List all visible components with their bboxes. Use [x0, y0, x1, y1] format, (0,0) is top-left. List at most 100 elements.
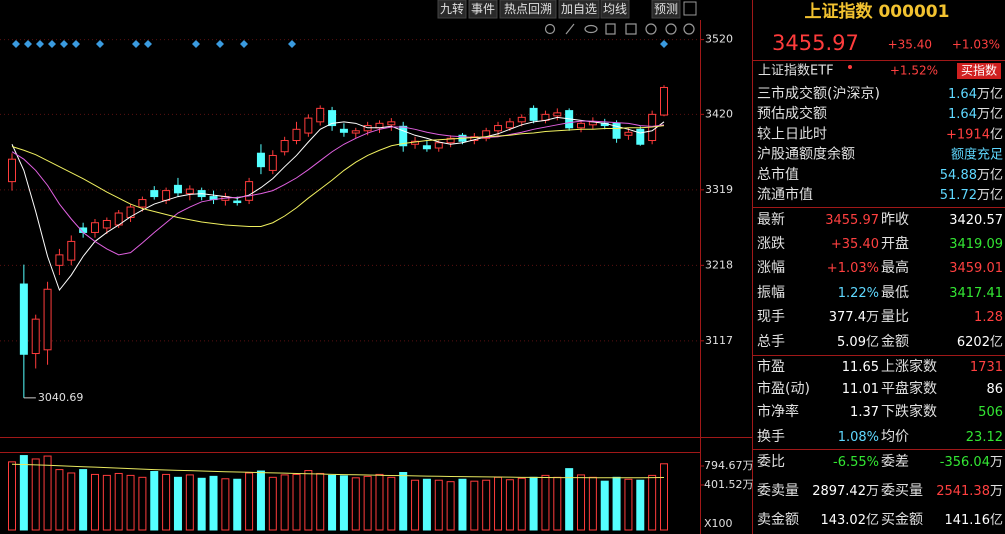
- zoom-out-icon[interactable]: [683, 23, 695, 35]
- value: 11.65: [842, 360, 879, 375]
- value: +1914亿: [946, 127, 1003, 142]
- toolbar-button[interactable]: [651, 0, 681, 19]
- layout-icon[interactable]: [625, 23, 637, 35]
- value-number: 1.37: [850, 405, 879, 420]
- volume-bar: [482, 479, 491, 531]
- volume-bar: [565, 468, 574, 531]
- y-tick-label: 3420: [705, 107, 733, 120]
- value: 377.4万: [829, 310, 879, 325]
- settings-icon[interactable]: [544, 23, 556, 35]
- candle-body: [399, 125, 408, 147]
- value: 51.72万亿: [940, 188, 1003, 203]
- volume-bar: [268, 476, 277, 531]
- candle-body: [387, 121, 396, 126]
- volume-bar: [209, 475, 218, 531]
- toolbar-button[interactable]: [468, 0, 498, 19]
- draw-icon[interactable]: [565, 23, 575, 35]
- candle-body: [245, 181, 254, 201]
- toolbar-button[interactable]: [683, 1, 697, 16]
- candle-body: [185, 188, 194, 195]
- field-label: 开盘: [881, 235, 909, 252]
- y-tick-label: 3218: [705, 258, 733, 271]
- toolbar-label[interactable]: 九转: [440, 1, 464, 16]
- eye-icon[interactable]: [584, 24, 598, 34]
- value-number: 54.88: [940, 167, 977, 182]
- zoom-in-icon[interactable]: [645, 23, 657, 35]
- toolbar-label[interactable]: 预测: [654, 2, 678, 16]
- candle-body: [43, 288, 52, 351]
- toolbar-label[interactable]: 均线: [603, 2, 627, 16]
- volume-bar: [173, 476, 182, 531]
- value: 86: [986, 382, 1003, 397]
- field-label: 委比: [757, 454, 785, 470]
- candle-body: [292, 128, 301, 142]
- value: -6.55%: [833, 455, 879, 470]
- zoom-in-icon[interactable]: [665, 23, 677, 35]
- candle-body: [422, 145, 431, 150]
- stat-label: 沪股通额度余额: [757, 146, 855, 163]
- toolbar-label[interactable]: 事件: [471, 2, 495, 16]
- volume-bar: [624, 478, 633, 531]
- volume-bar: [363, 475, 372, 531]
- value: 1.37: [850, 405, 879, 420]
- y-tick-label: 794.67万: [704, 459, 754, 472]
- field-label: 昨收: [881, 212, 909, 228]
- toolbar-button[interactable]: [558, 0, 600, 19]
- field-label: 委买量: [881, 483, 923, 499]
- value-unit: 亿: [866, 335, 879, 350]
- volume-bar: [553, 476, 562, 531]
- delete-icon[interactable]: [605, 23, 616, 35]
- volume-bar: [636, 479, 645, 531]
- signal-marker: [132, 40, 140, 48]
- candle-body: [256, 152, 265, 168]
- toolbar-button[interactable]: [600, 0, 630, 19]
- field-label: 卖金额: [757, 512, 799, 528]
- buy-button[interactable]: [957, 63, 1001, 79]
- field-label: 最新: [757, 212, 785, 228]
- value-number: 1.28: [974, 310, 1003, 325]
- quote-price: 3455.97: [772, 31, 859, 55]
- signal-marker: [48, 40, 56, 48]
- value-unit: 亿: [990, 335, 1003, 350]
- candle-body: [505, 121, 514, 129]
- volume-bar: [660, 463, 668, 531]
- value-number: 1.64: [948, 87, 977, 102]
- volume-bar: [648, 474, 657, 531]
- volume-bar: [245, 472, 254, 531]
- volume-bar: [31, 458, 40, 531]
- candle-body: [328, 110, 337, 127]
- moving-average: [11, 116, 665, 292]
- candle-body: [268, 154, 277, 171]
- value-unit: 万亿: [977, 107, 1003, 122]
- stat-label: 三市成交额(沪深京): [757, 85, 880, 102]
- candle-body: [446, 137, 455, 144]
- value: 3455.97: [825, 213, 879, 228]
- toolbar-label[interactable]: 加自选: [561, 2, 597, 16]
- toolbar-label[interactable]: 热点回溯: [504, 1, 552, 16]
- candle-body: [55, 254, 64, 266]
- quote-change-pct: +1.03%: [952, 38, 1000, 52]
- value: 141.16亿: [944, 513, 1003, 528]
- volume-bar: [434, 479, 443, 531]
- value-unit: 亿: [990, 513, 1003, 528]
- buy-button-label[interactable]: 买指数: [961, 63, 997, 78]
- value: +35.40: [831, 237, 879, 252]
- toolbar-button[interactable]: [499, 0, 557, 19]
- candle-body: [280, 140, 289, 153]
- value: 11.01: [842, 382, 879, 397]
- value: 2541.38万: [936, 484, 1003, 499]
- field-label: 总手: [757, 334, 785, 350]
- candle-body: [138, 199, 147, 208]
- value-number: 506: [978, 405, 1003, 420]
- volume-bar: [185, 474, 194, 531]
- candle-body: [233, 200, 242, 204]
- value-number: 5.09: [837, 335, 866, 350]
- value: +1.03%: [827, 261, 879, 276]
- volume-bar: [588, 476, 597, 531]
- volume-bar: [399, 471, 408, 531]
- value-unit: 万亿: [977, 167, 1003, 182]
- field-label: 上涨家数: [881, 358, 937, 375]
- toolbar-button[interactable]: [437, 0, 467, 19]
